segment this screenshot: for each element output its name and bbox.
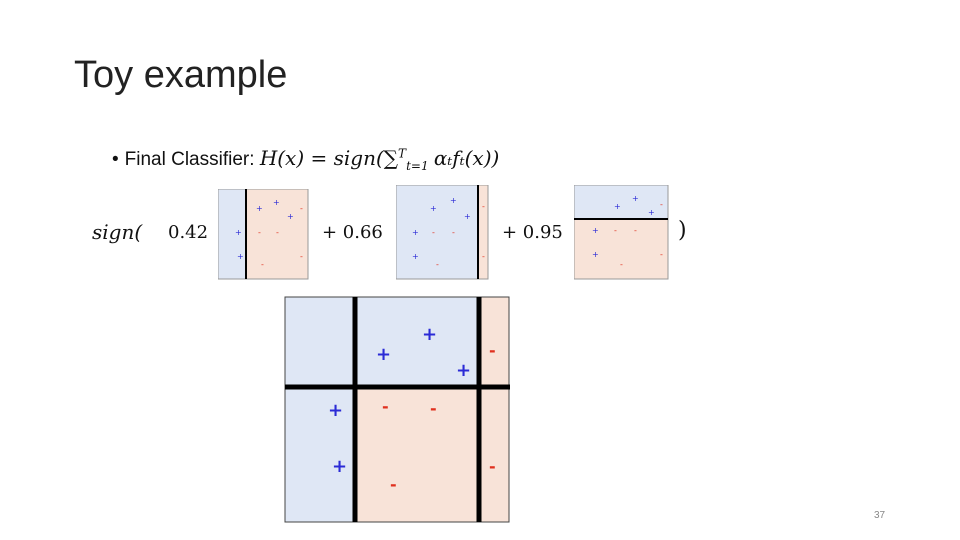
negative-region — [355, 387, 479, 522]
plus-mark: + — [422, 324, 437, 345]
plus-mark: + — [412, 228, 419, 237]
weak-classifier-1: + + + + + - - - - - — [218, 189, 309, 280]
negative-region — [477, 185, 489, 280]
bullet-label: Final Classifier: — [124, 149, 255, 170]
plus-mark: + — [648, 208, 655, 217]
bullet-icon: • — [112, 149, 119, 170]
sign-close: ) — [678, 218, 687, 243]
plus-mark: + — [235, 228, 242, 237]
weak-classifier-3: + + + + + - - - - - — [574, 185, 669, 280]
formula-tail: αₜfₜ(x)) — [433, 146, 500, 170]
positive-region — [355, 297, 479, 387]
minus-mark: - — [614, 226, 617, 235]
plus-mark: + — [450, 196, 457, 205]
frame — [284, 296, 510, 523]
minus-mark: - — [482, 202, 485, 211]
minus-mark: - — [382, 397, 389, 416]
minus-mark: - — [634, 226, 637, 235]
page-number: 37 — [874, 510, 886, 521]
plus-mark: + — [614, 202, 621, 211]
minus-mark: - — [489, 457, 496, 476]
minus-mark: - — [660, 250, 663, 259]
coefficient-1: 0.42 — [168, 222, 209, 243]
negative-region — [479, 297, 509, 522]
coefficient-2: + 0.66 — [322, 222, 383, 243]
positive-region — [285, 297, 355, 522]
minus-mark: - — [300, 204, 303, 213]
sign-open: sign( — [92, 220, 143, 244]
combined-classifier: + + + + + - - - - - — [284, 296, 510, 523]
formula-sub: t=1 — [406, 158, 429, 173]
final-classifier-line: • Final Classifier: H(x) = sign(∑Tt=1 αₜf… — [112, 146, 499, 173]
minus-mark: - — [432, 228, 435, 237]
plus-mark: + — [273, 198, 280, 207]
positive-region — [218, 189, 247, 280]
plus-mark: + — [256, 204, 263, 213]
weak-classifier-2: + + + + + - - - - - — [396, 185, 489, 280]
minus-mark: - — [276, 228, 279, 237]
positive-region — [574, 185, 669, 220]
minus-mark: - — [436, 260, 439, 269]
minus-mark: - — [261, 260, 264, 269]
minus-mark: - — [660, 200, 663, 209]
plus-mark: + — [287, 212, 294, 221]
formula-sup: T — [398, 146, 407, 161]
plus-mark: + — [328, 400, 343, 421]
coefficient-3: + 0.95 — [502, 222, 563, 243]
minus-mark: - — [489, 341, 496, 360]
plus-mark: + — [592, 226, 599, 235]
negative-region — [574, 218, 669, 280]
formula-main: H(x) = sign(∑ — [259, 146, 399, 170]
minus-mark: - — [620, 260, 623, 269]
plus-mark: + — [376, 344, 391, 365]
negative-region — [245, 189, 309, 280]
plus-mark: + — [592, 250, 599, 259]
minus-mark: - — [452, 228, 455, 237]
positive-region — [396, 185, 479, 280]
minus-mark: - — [430, 399, 437, 418]
minus-mark: - — [300, 252, 303, 261]
plus-mark: + — [237, 252, 244, 261]
minus-mark: - — [390, 475, 397, 494]
plus-mark: + — [412, 252, 419, 261]
minus-mark: - — [258, 228, 261, 237]
plus-mark: + — [332, 456, 347, 477]
plus-mark: + — [632, 194, 639, 203]
minus-mark: - — [482, 252, 485, 261]
plus-mark: + — [430, 204, 437, 213]
slide-title: Toy example — [74, 54, 288, 96]
plus-mark: + — [456, 360, 471, 381]
plus-mark: + — [464, 212, 471, 221]
